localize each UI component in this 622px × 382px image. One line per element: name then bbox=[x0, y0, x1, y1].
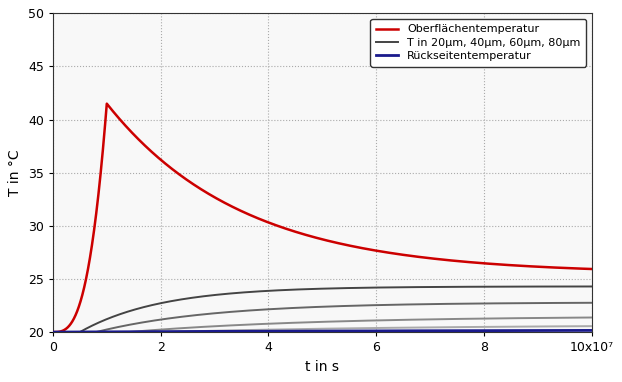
Oberflächentemperatur bbox=[49, 330, 57, 334]
Oberflächentemperatur bbox=[103, 101, 111, 106]
Rückseitentemperatur bbox=[477, 329, 485, 333]
Rückseitentemperatur bbox=[368, 329, 376, 333]
Oberflächentemperatur bbox=[77, 301, 84, 305]
Rückseitentemperatur bbox=[49, 330, 57, 334]
Rückseitentemperatur bbox=[244, 329, 252, 333]
T in 20μm, 40μm, 60μm, 80μm bbox=[588, 284, 595, 289]
Oberflächentemperatur bbox=[391, 251, 399, 256]
Line: T in 20μm, 40μm, 60μm, 80μm: T in 20μm, 40μm, 60μm, 80μm bbox=[53, 286, 592, 332]
Rückseitentemperatur bbox=[77, 330, 84, 334]
Oberflächentemperatur bbox=[368, 248, 376, 252]
T in 20μm, 40μm, 60μm, 80μm bbox=[368, 285, 376, 290]
Rückseitentemperatur bbox=[391, 329, 399, 333]
T in 20μm, 40μm, 60μm, 80μm bbox=[49, 330, 57, 334]
T in 20μm, 40μm, 60μm, 80μm bbox=[477, 285, 485, 289]
Rückseitentemperatur bbox=[588, 328, 595, 333]
Rückseitentemperatur bbox=[448, 329, 456, 333]
Oberflächentemperatur bbox=[244, 212, 252, 216]
T in 20μm, 40μm, 60μm, 80μm bbox=[244, 290, 252, 295]
Line: Rückseitentemperatur: Rückseitentemperatur bbox=[53, 330, 592, 332]
T in 20μm, 40μm, 60μm, 80μm bbox=[448, 285, 456, 289]
Legend: Oberflächentemperatur, T in 20μm, 40μm, 60μm, 80μm, Rückseitentemperatur: Oberflächentemperatur, T in 20μm, 40μm, … bbox=[371, 19, 586, 67]
Oberflächentemperatur bbox=[588, 267, 595, 271]
Oberflächentemperatur bbox=[477, 261, 485, 265]
Line: Oberflächentemperatur: Oberflächentemperatur bbox=[53, 104, 592, 332]
X-axis label: t in s: t in s bbox=[305, 360, 339, 374]
T in 20μm, 40μm, 60μm, 80μm bbox=[77, 330, 84, 334]
Y-axis label: T in °C: T in °C bbox=[8, 149, 22, 196]
Oberflächentemperatur bbox=[448, 258, 456, 263]
T in 20μm, 40μm, 60μm, 80μm bbox=[391, 285, 399, 290]
